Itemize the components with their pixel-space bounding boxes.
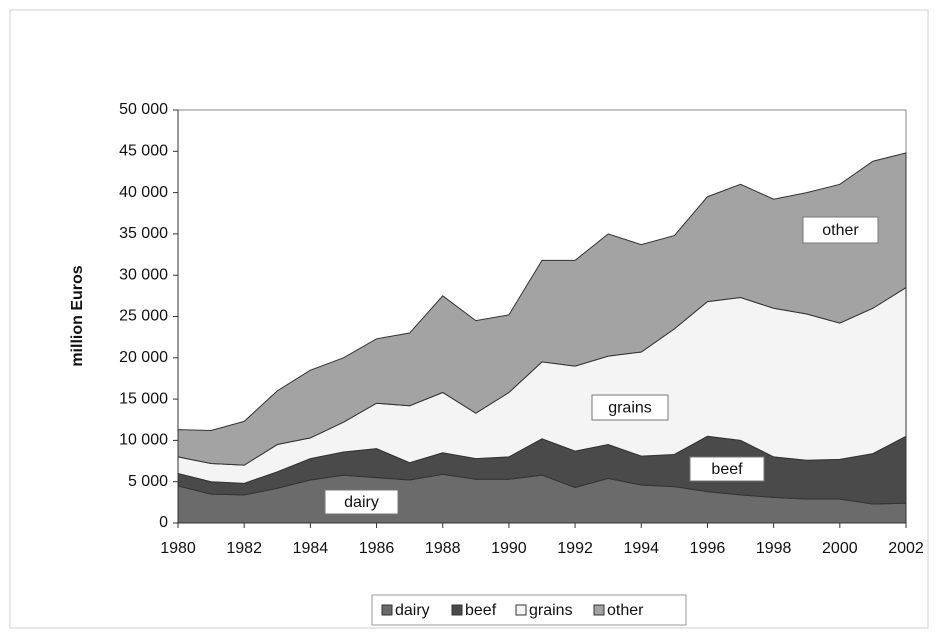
legend-label: dairy [395, 602, 430, 619]
area [177, 152, 907, 466]
x-tick-label: 1988 [425, 540, 461, 557]
x-tick-label: 1994 [623, 540, 659, 557]
y-axis-label: million Euros [69, 265, 86, 366]
legend-swatch [593, 604, 605, 616]
y-tick-label: 20 000 [119, 349, 168, 366]
legend-label: beef [465, 602, 497, 619]
x-tick-label: 1980 [160, 540, 196, 557]
y-tick-label: 15 000 [119, 390, 168, 407]
x-tick-label: 1982 [226, 540, 262, 557]
y-tick-label: 0 [159, 514, 168, 531]
legend-swatch [451, 604, 463, 616]
y-tick-label: 35 000 [119, 225, 168, 242]
annotation-box [689, 456, 765, 482]
x-tick-label: 2002 [888, 540, 924, 557]
annotation: grains [608, 400, 652, 417]
legend-label: other [607, 602, 644, 619]
legend-box [371, 594, 687, 626]
y-tick-label: 40 000 [119, 184, 168, 201]
x-tick-label: 1986 [359, 540, 395, 557]
y-tick-label: 45 000 [119, 143, 168, 160]
annotation-box [802, 216, 879, 244]
annotation-box [591, 394, 669, 421]
y-tick-label: 30 000 [119, 266, 168, 283]
legend-swatch [515, 604, 527, 616]
x-tick-label: 1990 [491, 540, 527, 557]
y-tick-label: 25 000 [119, 308, 168, 325]
legend-label: grains [529, 602, 573, 619]
annotation: other [822, 222, 859, 239]
annotation: dairy [344, 494, 379, 511]
x-tick-label: 1998 [756, 540, 792, 557]
annotation-box [324, 489, 399, 515]
annotation: beef [711, 461, 743, 478]
x-tick-label: 2000 [822, 540, 858, 557]
x-tick-label: 1984 [293, 540, 329, 557]
x-tick-label: 1996 [690, 540, 726, 557]
y-tick-label: 10 000 [119, 432, 168, 449]
x-tick-label: 1992 [557, 540, 593, 557]
y-tick-label: 50 000 [119, 101, 168, 118]
y-tick-label: 5 000 [128, 473, 168, 490]
legend-swatch [381, 604, 393, 616]
